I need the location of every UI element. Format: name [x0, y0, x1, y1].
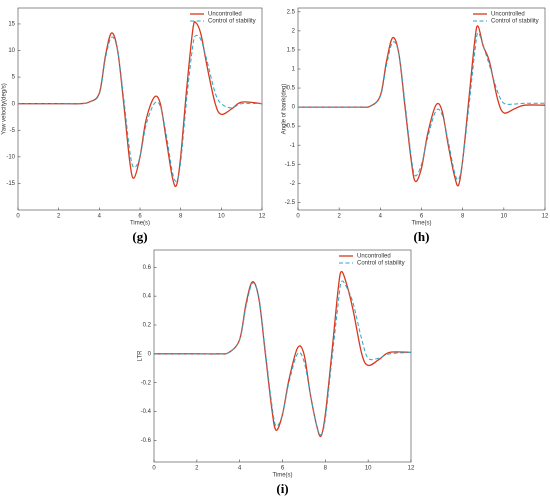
- legend-label: Control of stability: [357, 261, 405, 267]
- y-tick-label: -10: [6, 154, 15, 160]
- x-tick-label: 0: [16, 214, 20, 220]
- x-tick-label: 6: [420, 214, 424, 220]
- y-tick-label: 0.4: [143, 294, 152, 300]
- data-line: [297, 32, 546, 181]
- plot-area: [297, 7, 546, 211]
- x-tick-label: 8: [179, 214, 183, 220]
- y-tick-label: 0.2: [143, 323, 152, 329]
- x-tick-label: 4: [238, 466, 242, 472]
- x-axis-label: Time(s): [130, 221, 150, 227]
- x-tick-label: 6: [281, 466, 285, 472]
- y-tick-label: 0.5: [287, 86, 296, 92]
- subplot: 0 2 4 6 8 10 12 -0.6 -0.4 -0.2 0 0.2 0.4 0.6 Time(s) LT…: [138, 249, 415, 496]
- data-line: [154, 280, 412, 436]
- y-tick-label: 0: [12, 101, 16, 107]
- y-axis-label: Yaw velocity(deg/s): [2, 83, 8, 135]
- y-tick-label: -0.2: [141, 380, 152, 386]
- x-tick-label: 8: [461, 214, 465, 220]
- y-tick-label: -15: [6, 181, 15, 187]
- x-tick-label: 2: [337, 214, 341, 220]
- x-tick-label: 12: [259, 214, 266, 220]
- y-tick-label: 10: [8, 48, 15, 54]
- y-tick-label: 1: [292, 67, 296, 73]
- x-tick-label: 2: [57, 214, 61, 220]
- legend-label: Uncontrolled: [357, 254, 391, 260]
- data-line: [17, 34, 263, 182]
- x-axis-label: Time(s): [272, 473, 292, 479]
- x-tick-label: 4: [98, 214, 102, 220]
- y-tick-label: -1: [290, 143, 296, 149]
- legend-label: Uncontrolled: [491, 12, 525, 18]
- plot-area: [17, 7, 263, 211]
- x-tick-label: 12: [408, 466, 415, 472]
- caption: (h): [414, 229, 430, 244]
- x-tick-label: 10: [365, 466, 372, 472]
- y-tick-label: 2: [292, 28, 296, 34]
- y-tick-label: 0: [292, 105, 296, 111]
- legend-label: Control of stability: [491, 19, 539, 25]
- y-axis-label: Angle of bank(deg): [282, 84, 288, 135]
- y-tick-label: 1.5: [287, 48, 296, 54]
- subplot: 0 2 4 6 8 10 12 -2.5 -2 -1.5 -1 -0.5 0 0.5 1 1.5 2 2.5 Tim…: [282, 7, 549, 244]
- y-axis-label: LTR: [138, 350, 144, 362]
- x-tick-label: 8: [324, 466, 328, 472]
- x-tick-label: 12: [542, 214, 549, 220]
- y-tick-label: -0.6: [141, 438, 152, 444]
- x-tick-label: 0: [296, 214, 300, 220]
- y-tick-label: -5: [10, 128, 16, 134]
- legend-label: Control of stability: [208, 19, 256, 25]
- y-tick-label: 5: [12, 75, 16, 81]
- caption: (i): [276, 481, 288, 496]
- y-tick-label: -0.4: [141, 409, 152, 415]
- x-axis-label: Time(s): [411, 221, 431, 227]
- legend-label: Uncontrolled: [208, 12, 242, 18]
- y-tick-label: -1.5: [285, 162, 296, 168]
- x-tick-label: 2: [195, 466, 199, 472]
- x-tick-label: 4: [379, 214, 383, 220]
- y-tick-label: -0.5: [285, 124, 296, 130]
- caption: (g): [132, 229, 147, 244]
- y-tick-label: 0: [148, 351, 152, 357]
- y-tick-label: 15: [8, 22, 15, 28]
- y-tick-label: 0.6: [143, 265, 152, 271]
- y-tick-label: -2: [290, 181, 296, 187]
- x-tick-label: 10: [218, 214, 225, 220]
- y-tick-label: 2.5: [287, 9, 296, 15]
- x-tick-label: 6: [138, 214, 142, 220]
- y-tick-label: -2.5: [285, 200, 296, 206]
- x-tick-label: 10: [500, 214, 507, 220]
- subplot: 0 2 4 6 8 10 12 -15 -10 -5 0 5 10 15 Time(s) Yaw veloci…: [2, 7, 266, 244]
- plot-area: [153, 249, 412, 463]
- x-tick-label: 0: [152, 466, 156, 472]
